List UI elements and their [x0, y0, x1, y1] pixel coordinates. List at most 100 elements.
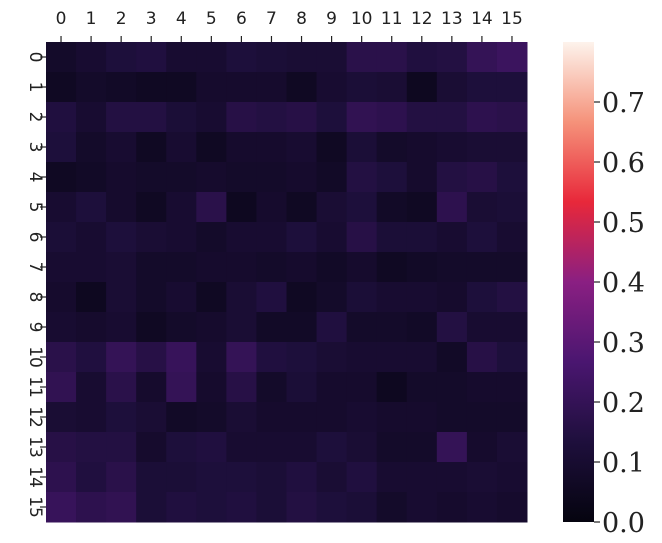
cell — [76, 342, 107, 373]
cell — [436, 312, 468, 343]
cell — [136, 252, 167, 283]
cell — [286, 252, 318, 283]
cell — [286, 492, 318, 523]
cell — [106, 342, 137, 373]
cell — [136, 42, 167, 73]
y-tick-label: 2 — [25, 112, 45, 123]
cell — [496, 192, 528, 223]
cell — [436, 282, 468, 313]
cell — [496, 282, 528, 313]
cell — [316, 492, 348, 523]
cell — [436, 222, 468, 253]
cell — [466, 462, 498, 493]
x-tick-label: 2 — [116, 9, 127, 29]
y-tick-label: 0 — [25, 52, 45, 63]
cell — [376, 192, 408, 223]
x-tick-label: 15 — [501, 9, 523, 29]
cell — [436, 402, 468, 433]
cell — [46, 222, 77, 253]
cell — [136, 462, 167, 493]
cell — [106, 312, 137, 343]
colorbar-tick-label: 0.4 — [602, 268, 645, 299]
cell — [46, 192, 77, 223]
cell — [136, 372, 167, 403]
cell — [376, 462, 408, 493]
cell — [196, 132, 227, 163]
cell — [346, 42, 378, 73]
x-tick-label: 7 — [266, 9, 277, 29]
cell — [196, 312, 227, 343]
cell — [46, 432, 77, 463]
cell — [196, 342, 227, 373]
cell — [196, 72, 227, 103]
y-tick-label: 1 — [25, 82, 45, 93]
cell — [166, 192, 197, 223]
cell — [76, 222, 107, 253]
cell — [466, 342, 498, 373]
colorbar — [563, 42, 594, 522]
x-tick-label: 10 — [351, 9, 373, 29]
x-tick-label: 3 — [146, 9, 157, 29]
cell — [316, 312, 348, 343]
cell — [316, 342, 348, 373]
cell — [466, 132, 498, 163]
cell — [226, 102, 257, 133]
cell — [286, 72, 318, 103]
cell — [256, 72, 287, 103]
cell — [166, 342, 197, 373]
cell — [136, 72, 167, 103]
cell — [346, 72, 378, 103]
cell — [376, 402, 408, 433]
colorbar-tick-label: 0.7 — [602, 88, 645, 119]
cell — [436, 162, 468, 193]
cell — [166, 72, 197, 103]
cell — [376, 162, 408, 193]
cell — [46, 102, 77, 133]
cell — [496, 102, 528, 133]
cell — [76, 192, 107, 223]
cell — [76, 132, 107, 163]
cell — [196, 432, 227, 463]
cell — [106, 372, 137, 403]
cell — [166, 492, 197, 523]
cell — [196, 252, 227, 283]
cell — [46, 462, 77, 493]
cell — [436, 342, 468, 373]
cell — [286, 222, 318, 253]
cell — [46, 252, 77, 283]
cell — [286, 342, 318, 373]
y-tick-label: 12 — [25, 406, 45, 428]
y-tick-label: 3 — [25, 142, 45, 153]
cell — [316, 402, 348, 433]
cell — [376, 42, 408, 73]
cell — [256, 462, 287, 493]
x-tick-label: 8 — [296, 9, 307, 29]
y-tick-label: 6 — [25, 232, 45, 243]
cell — [376, 72, 408, 103]
y-tick-label: 14 — [25, 466, 45, 488]
cell — [286, 462, 318, 493]
cell — [436, 492, 468, 523]
cell — [346, 132, 378, 163]
cell — [256, 432, 287, 463]
cell — [106, 72, 137, 103]
cell — [466, 492, 498, 523]
cell — [346, 192, 378, 223]
y-tick-label: 10 — [25, 346, 45, 368]
cell — [346, 372, 378, 403]
colorbar-tick-label: 0.1 — [602, 448, 645, 479]
cell — [226, 282, 257, 313]
cell — [76, 492, 107, 523]
cell — [406, 222, 438, 253]
cell — [46, 132, 77, 163]
cell — [406, 492, 438, 523]
y-tick-label: 5 — [25, 202, 45, 213]
cell — [106, 282, 137, 313]
cell — [226, 42, 257, 73]
cell — [286, 282, 318, 313]
cell — [76, 72, 107, 103]
cell — [196, 162, 227, 193]
cell — [106, 492, 137, 523]
x-tick-label: 5 — [206, 9, 217, 29]
x-tick-label: 9 — [326, 9, 337, 29]
